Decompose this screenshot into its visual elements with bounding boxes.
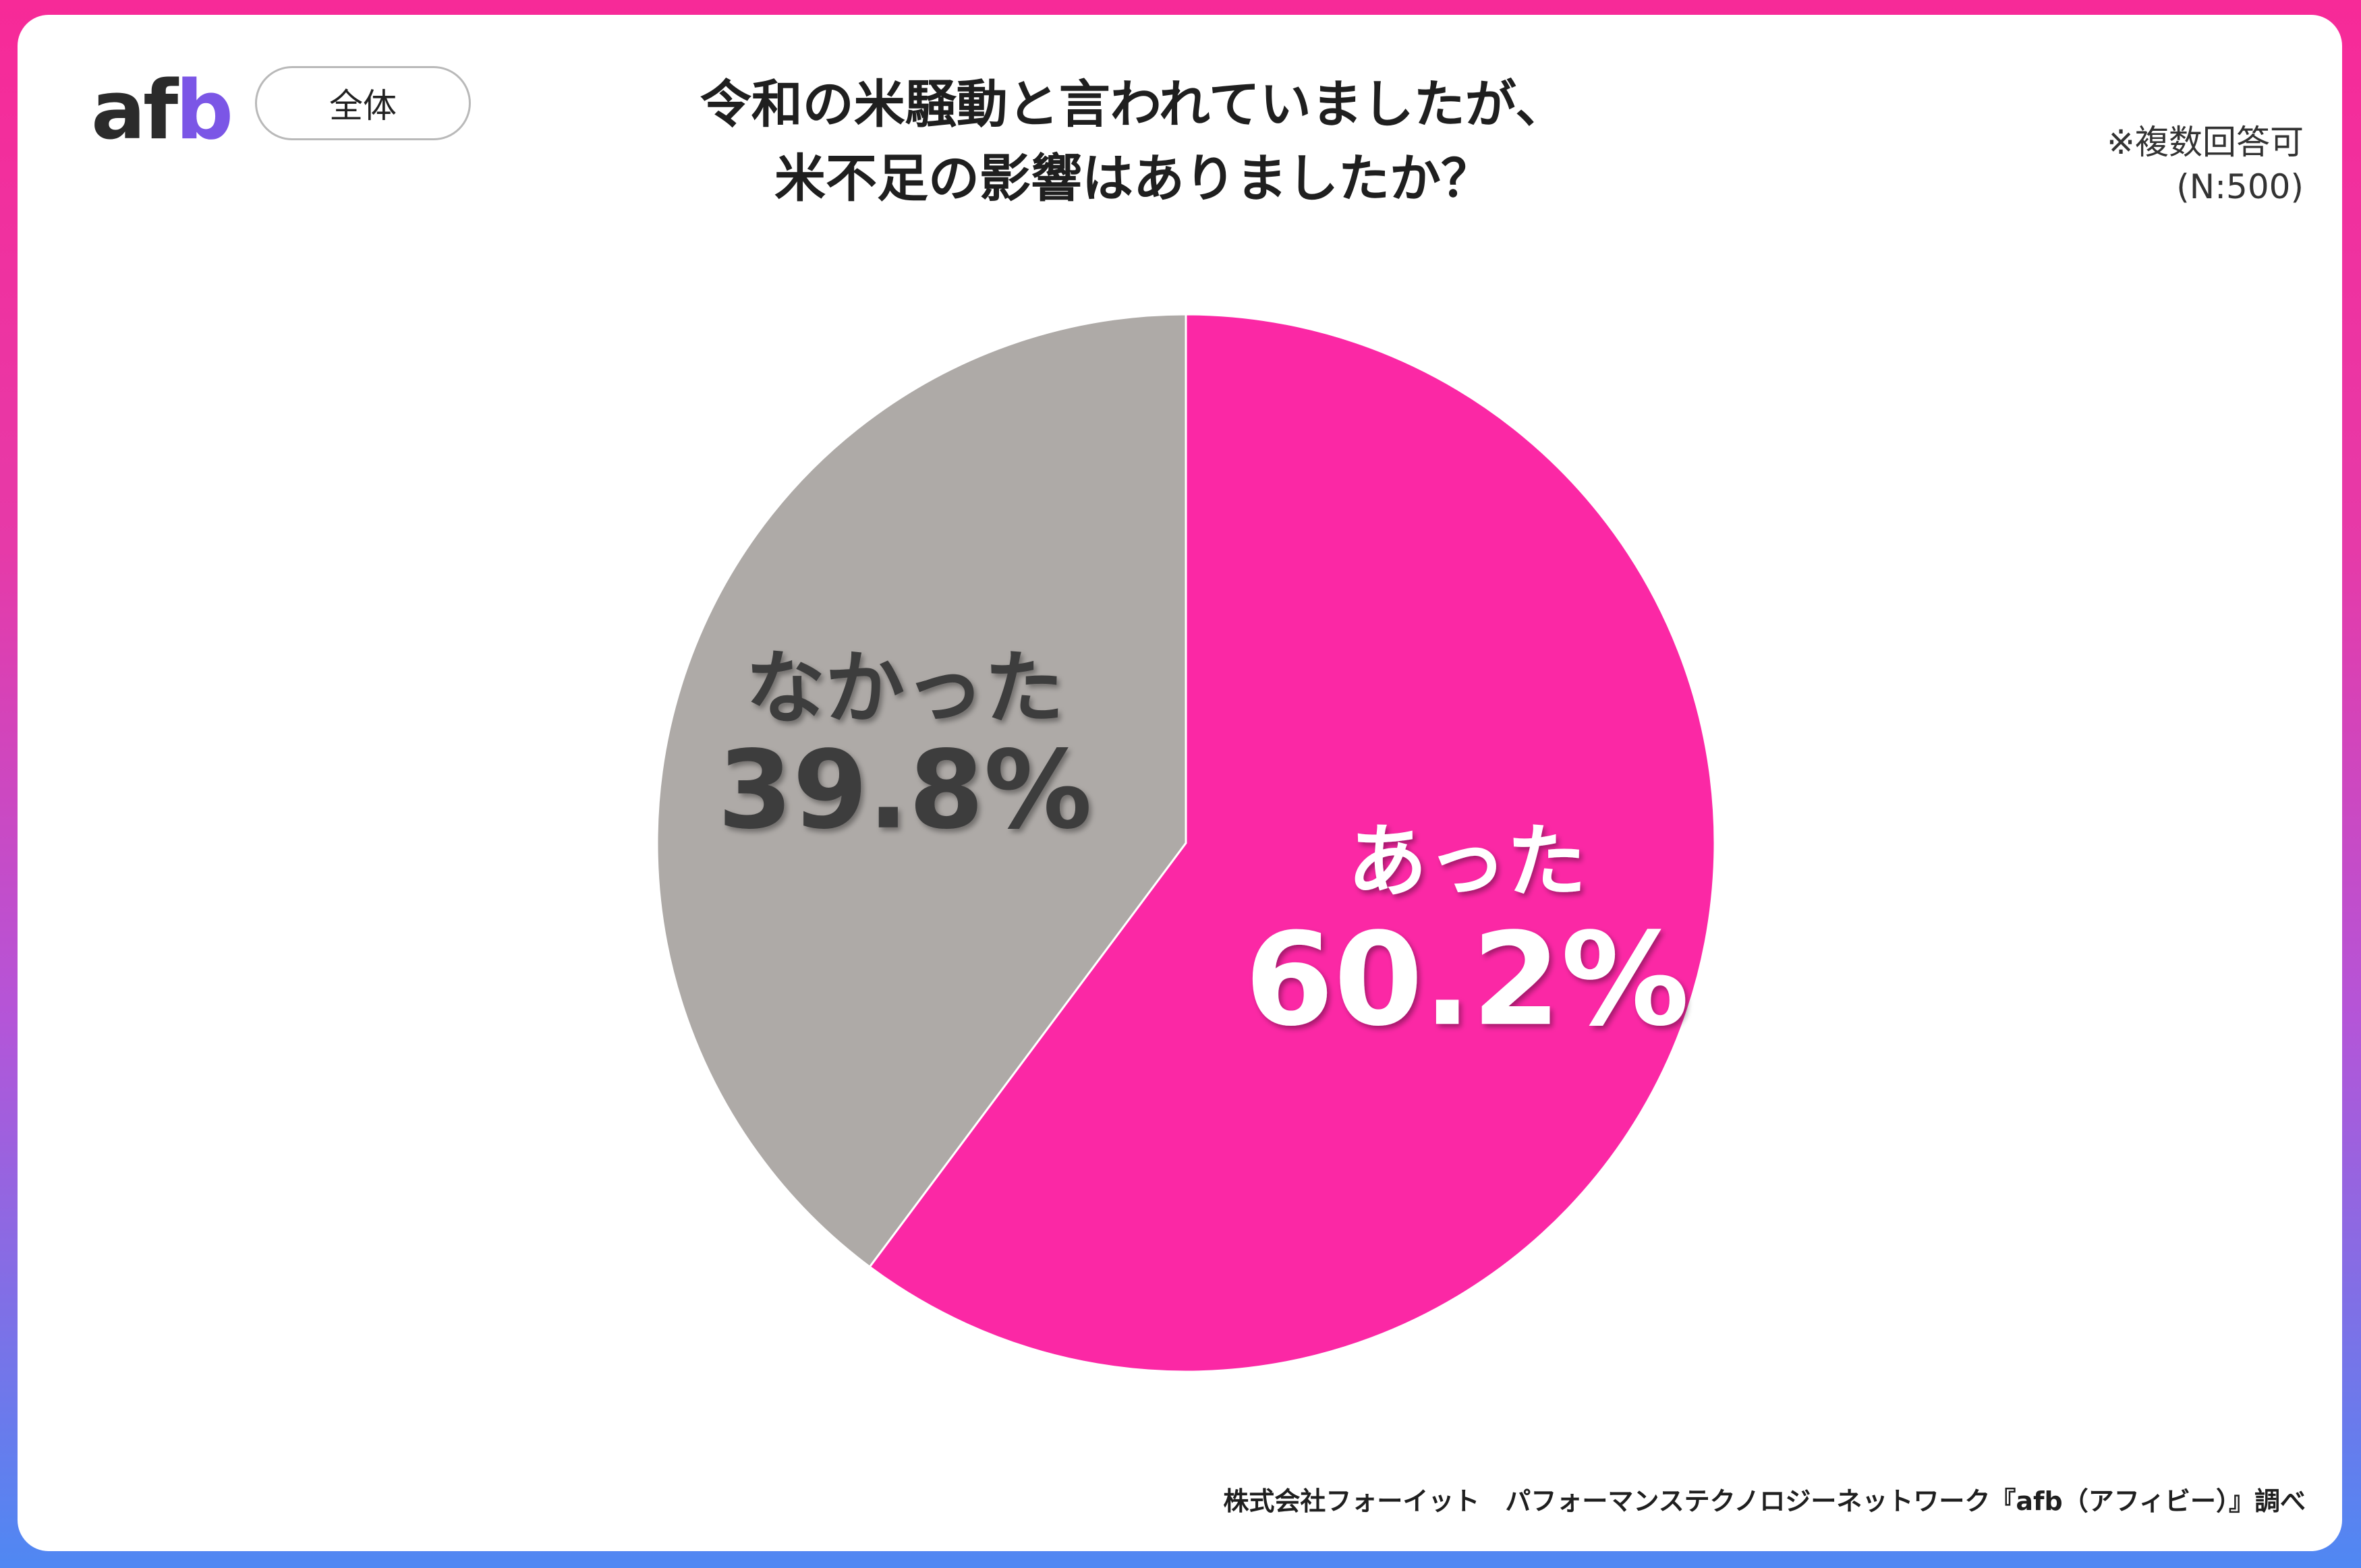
slice-value-nakatta: 39.8% (718, 727, 1092, 853)
chart-title-line-1: 令和の米騒動と言われていましたが、 (700, 74, 1567, 134)
multiple-answer-note: ※複数回答可 (2107, 123, 2304, 162)
logo-letter-f: f (142, 64, 178, 158)
survey-credit: 株式会社フォーイット パフォーマンステクノロジーネットワーク『afb（アフィビー… (1223, 1486, 2306, 1516)
segment-pill: 全体 (255, 66, 471, 140)
chart-title: 令和の米騒動と言われていましたが、 米不足の影響はありましたか？ (607, 67, 1659, 216)
pie-slice-nakatta (656, 313, 1187, 1269)
afb-logo: afb (91, 71, 233, 152)
sample-size-note: (N:500) (2176, 167, 2304, 206)
logo-letter-a: a (91, 64, 146, 158)
sample-note: ※複数回答可 (N:500) (2107, 120, 2304, 209)
slice-label-atta: あった (1348, 815, 1587, 908)
slice-label-nakatta: なかった (745, 642, 1064, 735)
logo-letter-b: b (175, 64, 233, 158)
slice-value-atta: 60.2% (1245, 905, 1689, 1054)
pie-slice-atta (868, 313, 1716, 1373)
chart-title-line-2: 米不足の影響はありましたか？ (774, 148, 1492, 208)
